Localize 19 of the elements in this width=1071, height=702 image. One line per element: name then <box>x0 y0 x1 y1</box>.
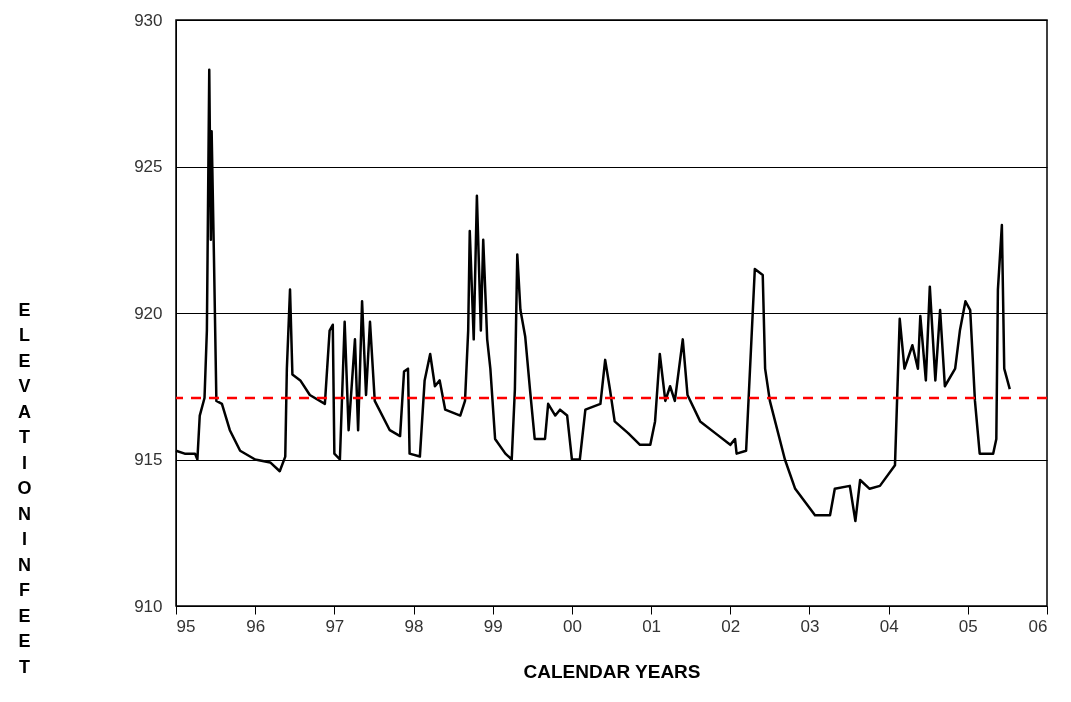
x-tick-label: 97 <box>325 616 345 636</box>
x-tick-label: 96 <box>246 616 266 636</box>
y-tick-label: 915 <box>134 450 163 469</box>
y-tick-label: 910 <box>134 596 163 616</box>
x-tick-label: 05 <box>958 616 978 636</box>
x-tick-label: 04 <box>879 616 899 636</box>
x-tick-label: 06 <box>1028 616 1048 636</box>
y-tick-label: 930 <box>134 10 163 30</box>
x-tick-label: 95 <box>176 616 196 636</box>
text: ELEVATION IN FEET <box>17 299 32 677</box>
x-tick-label: 02 <box>721 616 741 636</box>
x-axis-title: CALENDAR YEARS <box>523 660 701 682</box>
y-tick-label: 920 <box>134 303 163 323</box>
x-tick-label: 98 <box>404 616 424 636</box>
x-tick-label: 01 <box>642 616 662 636</box>
x-tick-label: 99 <box>483 616 503 636</box>
x-tick-label: 00 <box>562 616 582 636</box>
y-tick-label: 925 <box>134 157 163 176</box>
x-tick-label: 03 <box>800 616 820 636</box>
